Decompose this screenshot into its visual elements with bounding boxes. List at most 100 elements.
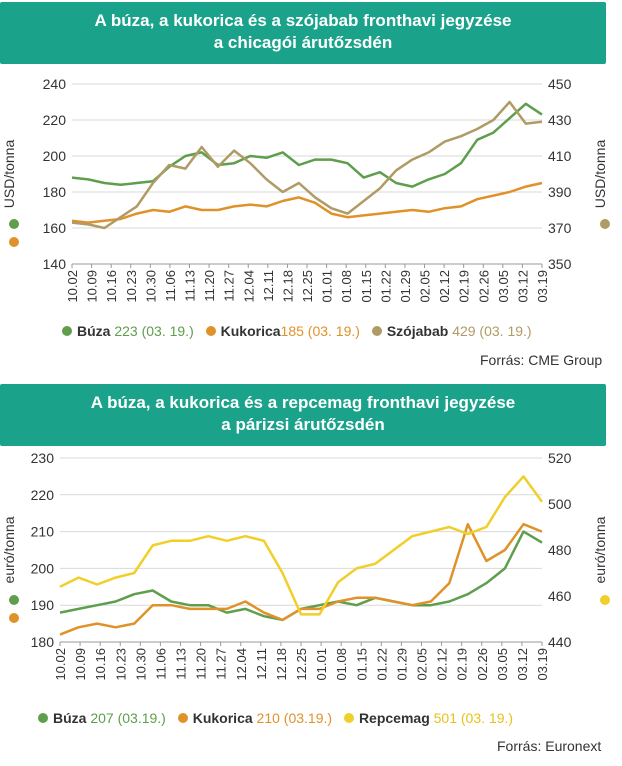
y-tick-left: 200 [43,148,67,164]
x-tick-label: 10.30 [133,648,148,681]
x-tick-label: 01.08 [339,270,354,303]
series-line-repcemag [59,475,544,616]
y-tick-right: 520 [548,450,572,466]
x-tick-label: 01.08 [334,648,349,681]
legend-name: Kukorica [220,323,281,339]
x-tick-label: 10.02 [53,648,68,681]
x-tick-label: 12.25 [294,648,309,681]
y-tick-left: 180 [31,634,55,650]
x-tick-label: 11.13 [183,270,198,302]
legend-value: 501 (03. 19.) [433,710,514,726]
x-tick-label: 11.27 [214,648,229,680]
x-tick-label: 01.01 [320,270,335,303]
x-tick-label: 03.19 [535,270,550,303]
x-tick-label: 03.12 [515,270,530,303]
y-tick-right: 440 [548,634,572,650]
y-tick-right: 350 [548,256,572,272]
y-tick-left: 180 [43,184,67,200]
x-tick-label: 11.20 [194,648,209,680]
legend-dot [38,713,48,723]
y-tick-left: 210 [31,524,55,540]
x-tick-label: 01.15 [359,270,374,303]
y-tick-right: 430 [548,112,572,128]
x-tick-label: 03.05 [495,648,510,681]
x-tick-label: 12.04 [241,270,256,303]
x-tick-label: 02.26 [476,270,491,303]
x-tick-label: 10.16 [104,270,119,303]
axis-series-dot [600,219,610,229]
legend-name: Búza [77,323,111,339]
series-line-búza [59,530,543,622]
y-tick-right: 370 [548,220,572,236]
chart2-title-line2: a párizsi árutőzsdén [221,415,385,434]
x-tick-label: 10.23 [113,648,128,681]
y-tick-left: 190 [31,597,55,613]
chart2-plot: 180 190 200 210 220 230 440 460 480 500 520 10.02 10… [1,450,610,681]
x-tick-label: 02.19 [457,270,472,303]
series-line-kukorica [71,181,543,224]
x-tick-label: 11.13 [174,648,189,680]
y-tick-left: 230 [31,450,55,466]
x-tick-label: 01.22 [378,270,393,303]
chart1-source: Forrás: CME Group [480,352,603,368]
chart2-title-line1: A búza, a kukorica és a repcemag frontha… [90,393,516,412]
y-tick-left: 220 [31,487,55,503]
legend-name: Repcemag [358,710,430,726]
y-tick-left: 160 [43,220,67,236]
x-tick-label: 11.06 [163,270,178,302]
y-axis-label-right: USD/tonna [592,140,608,209]
legend-item-buza: Búza 223 (03. 19.) [62,323,194,339]
x-tick-label: 12.18 [274,648,289,681]
x-tick-label: 03.12 [515,648,530,681]
x-tick-label: 02.05 [415,648,430,681]
y-tick-right: 410 [548,148,572,164]
x-tick-label: 02.26 [475,648,490,681]
x-tick-label: 01.15 [354,648,369,681]
y-tick-left: 200 [31,560,55,576]
y-tick-left: 220 [43,112,67,128]
x-tick-label: 10.09 [85,270,100,303]
chart2-source: Forrás: Euronext [497,738,602,754]
legend-item-buza: Búza 207 (03.19.) [38,710,166,726]
legend-value: 223 (03. 19.) [114,323,194,339]
x-tick-label: 02.05 [418,270,433,303]
legend-dot [205,326,216,336]
legend-dot [371,326,382,336]
chart2-legend: Búza 207 (03.19.) Kukorica 210 (03.19.) … [38,710,521,726]
series-line-búza [71,102,543,188]
legend-name: Szójabab [386,323,449,339]
legend-name: Kukorica [192,710,253,726]
x-tick-label: 10.02 [65,270,80,303]
y-tick-right: 450 [548,76,572,92]
y-axis-label-right: euró/tonna [592,516,608,583]
chart2-title: A búza, a kukorica és a repcemag frontha… [0,384,606,446]
x-tick-label: 01.22 [374,648,389,681]
x-tick-label: 01.29 [398,270,413,303]
y-tick-left: 140 [43,256,67,272]
legend-value: 207 (03.19.) [90,710,166,726]
x-tick-label: 01.01 [314,648,329,681]
x-tick-label: 03.05 [496,270,511,303]
legend-value: 185 (03. 19.) [280,323,360,339]
chart1-legend: Búza 223 (03. 19.) Kukorica185 (03. 19.)… [62,323,540,339]
series-line-kukorica [59,522,543,636]
y-tick-right: 460 [548,588,572,604]
chart1-title: A búza, a kukorica és a szójabab frontha… [0,2,606,64]
y-axis-label-left: euró/tonna [1,516,17,583]
y-axis-label-left: USD/tonna [1,140,17,209]
chart1-plot: 140 160 180 200 220 240 350 370 390 410 430 450 10.0… [1,76,610,303]
x-tick-label: 12.18 [280,270,295,303]
y-tick-right: 390 [548,184,572,200]
y-tick-right: 500 [548,496,572,512]
legend-dot [343,713,354,723]
x-tick-label: 12.11 [261,270,276,302]
chart1-title-line2: a chicagói árutőzsdén [213,33,393,52]
legend-item-kukorica: Kukorica 210 (03.19.) [177,710,332,726]
legend-dot [62,326,72,336]
y-tick-right: 480 [548,542,572,558]
x-tick-label: 10.09 [73,648,88,681]
legend-item-szojabab: Szójabab 429 (03. 19.) [371,323,532,339]
axis-series-dot [9,595,19,605]
axis-series-dot [9,237,19,247]
x-tick-label: 02.19 [455,648,470,681]
